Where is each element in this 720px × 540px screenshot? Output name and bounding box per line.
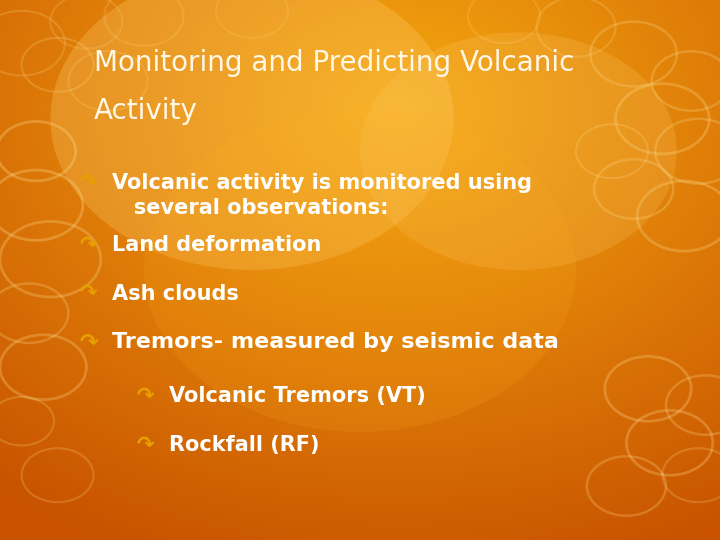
Text: ↷: ↷ xyxy=(79,284,96,303)
Text: ↷: ↷ xyxy=(79,235,96,255)
Text: ↷: ↷ xyxy=(79,173,96,193)
Text: Volcanic Tremors (VT): Volcanic Tremors (VT) xyxy=(169,386,426,406)
Circle shape xyxy=(50,0,454,270)
Text: ↷: ↷ xyxy=(137,435,154,455)
Text: Rockfall (RF): Rockfall (RF) xyxy=(169,435,320,455)
Text: Activity: Activity xyxy=(94,97,197,125)
Circle shape xyxy=(144,108,576,432)
Text: Tremors- measured by seismic data: Tremors- measured by seismic data xyxy=(112,332,559,352)
Circle shape xyxy=(360,32,677,270)
Text: Ash clouds: Ash clouds xyxy=(112,284,238,303)
Text: Volcanic activity is monitored using
   several observations:: Volcanic activity is monitored using sev… xyxy=(112,173,531,218)
Text: Land deformation: Land deformation xyxy=(112,235,321,255)
Text: ↷: ↷ xyxy=(137,386,154,406)
Text: Monitoring and Predicting Volcanic: Monitoring and Predicting Volcanic xyxy=(94,49,574,77)
Text: ↷: ↷ xyxy=(79,332,98,352)
